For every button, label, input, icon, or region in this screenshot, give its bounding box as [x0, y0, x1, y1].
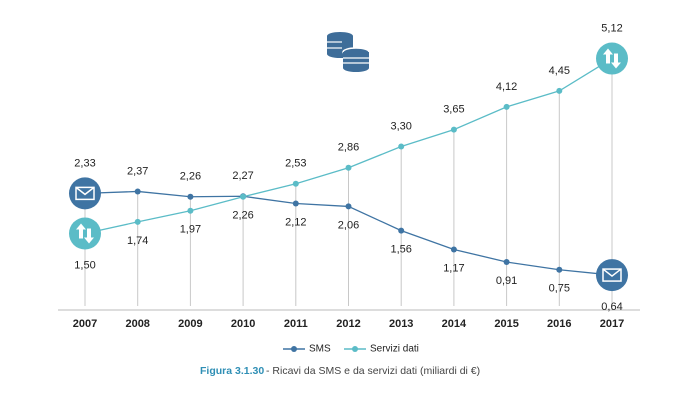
data-label: 3,30: [390, 120, 411, 132]
data-label: 1,56: [390, 244, 411, 256]
point: [503, 103, 510, 110]
x-tick-label: 2016: [547, 318, 571, 330]
x-tick-label: 2014: [442, 318, 467, 330]
data-label: 2,26: [180, 171, 201, 183]
point: [134, 188, 141, 195]
data-icon: [69, 217, 101, 250]
data-label: 1,50: [74, 259, 95, 271]
legend-dot: [352, 346, 358, 352]
data-label: 2,53: [285, 158, 306, 170]
legend-label: SMS: [309, 344, 331, 355]
icon-part: [603, 48, 621, 69]
point: [187, 207, 194, 214]
caption-label: Figura 3.1.30: [200, 365, 264, 377]
data-label: 3,65: [443, 103, 464, 115]
point: [556, 87, 563, 94]
point: [292, 200, 299, 207]
x-tick-label: 2013: [389, 318, 413, 330]
data-label: 1,74: [127, 235, 148, 247]
data-label: 2,37: [127, 165, 148, 177]
point: [398, 143, 405, 150]
x-tick-label: 2009: [178, 318, 202, 330]
data-label: 2,86: [338, 142, 359, 154]
data-label: 4,12: [496, 81, 517, 93]
point: [345, 164, 352, 171]
icon-part: [602, 268, 622, 282]
point: [240, 193, 247, 200]
point: [503, 259, 510, 266]
point: [187, 193, 194, 200]
point: [556, 266, 563, 273]
caption: - Ricavi da SMS e da servizi dati (milia…: [266, 365, 480, 377]
icon-part: [602, 268, 622, 278]
data-label: 2,26: [232, 210, 253, 222]
data-label: 1,17: [443, 262, 464, 274]
coins-icon: [327, 32, 370, 72]
x-tick-label: 2010: [231, 318, 255, 330]
data-label: 2,33: [74, 157, 95, 169]
data-label: 2,06: [338, 219, 359, 231]
x-tick-label: 2007: [73, 318, 97, 330]
data-icon: [596, 42, 628, 75]
data-label: 0,64: [601, 301, 622, 313]
icon-part: [75, 186, 95, 201]
point: [134, 218, 141, 225]
x-tick-label: 2015: [494, 318, 518, 330]
icon-part: [75, 186, 95, 196]
sms-icon: [596, 259, 628, 292]
point: [292, 180, 299, 187]
icon-part: [76, 223, 94, 244]
data-label: 1,97: [180, 224, 201, 236]
point: [450, 126, 457, 133]
x-tick-label: 2011: [284, 318, 308, 330]
data-label: 2,12: [285, 216, 306, 228]
data-label: 0,75: [549, 283, 570, 295]
data-label: 0,91: [496, 275, 517, 287]
legend: SMS Servizi dati: [283, 344, 419, 355]
data-label: 5,12: [601, 22, 622, 34]
legend-label: Servizi dati: [370, 344, 419, 355]
data-label: 4,45: [549, 65, 570, 77]
point: [345, 203, 352, 210]
x-tick-label: 2017: [600, 318, 624, 330]
sms-icon: [69, 177, 101, 210]
x-tick-label: 2012: [336, 318, 360, 330]
point: [450, 246, 457, 253]
legend-dot: [291, 346, 297, 352]
x-tick-label: 2008: [125, 318, 149, 330]
point: [398, 227, 405, 234]
data-label: 2,27: [232, 170, 253, 182]
